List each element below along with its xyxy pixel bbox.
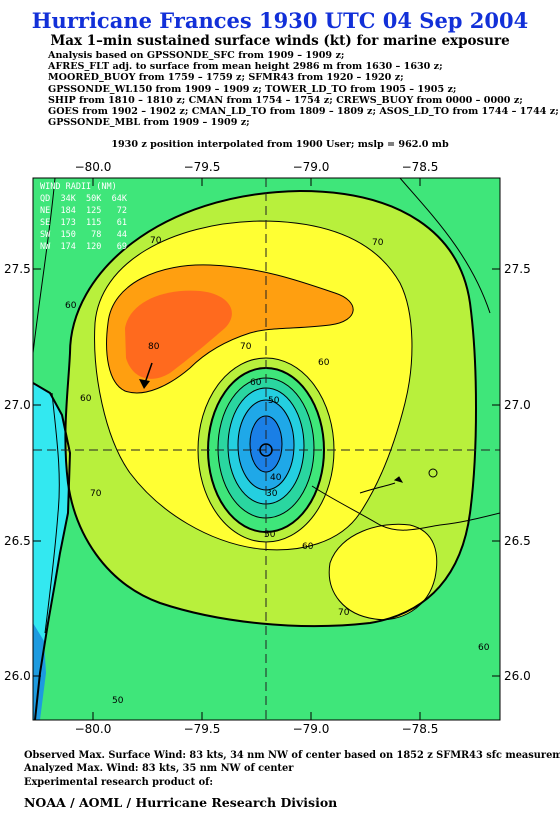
contour-label: 40 (270, 473, 282, 483)
lat-tick-label: 26.0 (504, 669, 531, 683)
lat-tick-label: 26.5 (504, 534, 531, 548)
contour-70-southeast (328, 523, 438, 621)
contour-label: 60 (80, 394, 92, 404)
contour-label: 60 (250, 378, 262, 388)
wind-map: 70 60 70 80 70 60 60 50 40 30 70 60 70 5… (4, 160, 531, 733)
coastline-florida (44, 392, 60, 634)
analysis-line: MOORED_BUOY from 1759 – 1759 z; SFMR43 f… (48, 72, 404, 84)
band-70-southeast (329, 524, 437, 620)
wind-radii-row: NW 174 120 69 (40, 242, 127, 252)
contour-label: 80 (148, 342, 160, 352)
observed-max-wind: Observed Max. Surface Wind: 83 kts, 34 n… (24, 750, 560, 761)
contour-label: 70 (240, 342, 252, 352)
lat-labels-left: 27.5 27.0 26.5 26.0 (4, 262, 31, 683)
analysis-line: AFRES_FLT adj. to surface from mean heig… (48, 61, 443, 73)
wind-radii-row: SE 173 115 61 (40, 218, 127, 228)
map-title: Hurricane Frances 1930 UTC 04 Sep 2004 (31, 8, 529, 33)
coastline-island (359, 482, 396, 494)
lon-labels-top: −80.0 −79.5 −79.0 −78.5 (75, 160, 439, 174)
lat-tick-label: 27.0 (504, 398, 531, 412)
contour-label: 60 (318, 358, 330, 368)
contour-label: 70 (150, 236, 162, 246)
lat-tick-label: 27.5 (504, 262, 531, 276)
analysis-sources: Analysis based on GPSSONDE_SFC from 1909… (48, 50, 559, 128)
wind-radii-header: WIND RADII (NM) (40, 182, 117, 192)
band-40-west (33, 383, 70, 720)
contour-label: 60 (302, 542, 314, 552)
experimental-note: Experimental research product of: (24, 777, 213, 788)
coastline (44, 392, 500, 634)
coastline-island (311, 485, 500, 531)
contour-label: 60 (478, 643, 490, 653)
lat-tick-label: 26.0 (4, 669, 31, 683)
position-note: 1930 z position interpolated from 1900 U… (111, 139, 449, 150)
storm-center-marker (259, 443, 273, 457)
contour-label: 30 (266, 489, 278, 499)
lat-tick-label: 26.5 (4, 534, 31, 548)
contour-60-outer (64, 189, 477, 628)
analyzed-max-wind: Analyzed Max. Wind: 83 kts, 35 nm NW of … (24, 763, 294, 774)
analysis-line: Analysis based on GPSSONDE_SFC from 1909… (48, 50, 345, 61)
analysis-line: SHIP from 1810 – 1810 z; CMAN from 1754 … (48, 94, 523, 106)
coastline-island (393, 476, 404, 483)
lat-tick-label: 27.0 (4, 398, 31, 412)
lon-labels-bottom: −80.0 −79.5 −79.0 −78.5 (75, 722, 439, 733)
lon-tick-label: −79.0 (293, 160, 330, 174)
lon-tick-label: −80.0 (75, 722, 112, 733)
contour-label: 70 (90, 489, 102, 499)
contour-40-west (33, 178, 56, 354)
max-wind-arrowhead (139, 379, 150, 389)
wind-radii-row: NE 184 125 72 (40, 206, 127, 216)
map-subtitle: Max 1–min sustained surface winds (kt) f… (50, 33, 510, 49)
band-80-core (125, 290, 232, 379)
lon-tick-label: −78.5 (402, 160, 439, 174)
contour-label: 50 (268, 396, 280, 406)
wind-radii-columns: QD 34K 50K 64K (40, 194, 128, 204)
contour-label: 50 (112, 696, 124, 706)
lat-tick-label: 27.5 (4, 262, 31, 276)
contour-label: 50 (264, 530, 276, 540)
plot-frame (32, 177, 501, 721)
contour-label: 70 (372, 238, 384, 248)
lon-tick-label: −80.0 (75, 160, 112, 174)
max-wind-arrow (144, 362, 153, 384)
axis-ticks (33, 178, 500, 720)
coastline-island (428, 468, 438, 478)
organization: NOAA / AOML / Hurricane Research Divisio… (24, 795, 338, 810)
wind-radii-row: SW 150 78 44 (40, 230, 127, 240)
analysis-line: GOES from 1902 – 1902 z; CMAN_LD_TO from… (48, 106, 559, 118)
contour-70 (94, 220, 413, 551)
contour-50-west (33, 382, 72, 720)
analysis-line: GPSSONDE_WL150 from 1909 – 1909 z; TOWER… (48, 83, 457, 95)
wind-contours (33, 178, 500, 720)
lon-tick-label: −79.5 (184, 160, 221, 174)
contour-labels: 70 60 70 80 70 60 60 50 40 30 70 60 70 5… (65, 236, 490, 706)
lon-tick-label: −79.5 (184, 722, 221, 733)
wind-radii-table: WIND RADII (NM) QD 34K 50K 64K NE 184 12… (40, 182, 128, 252)
lon-tick-label: −79.0 (293, 722, 330, 733)
contour-50-southeast (399, 178, 491, 314)
contour-label: 60 (65, 301, 77, 311)
lat-labels-right: 27.5 27.0 26.5 26.0 (504, 262, 531, 683)
contour-label: 70 (338, 608, 350, 618)
analysis-line: GPSSONDE_MBL from 1909 – 1909 z; (48, 117, 250, 129)
lon-tick-label: −78.5 (402, 722, 439, 733)
contour-80 (106, 264, 354, 394)
